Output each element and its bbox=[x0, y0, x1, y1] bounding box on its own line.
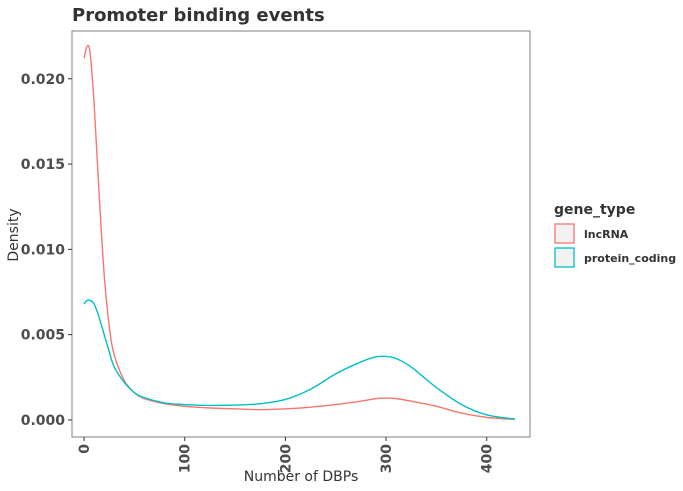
legend-label: protein_coding bbox=[584, 252, 676, 265]
x-axis-title: Number of DBPs bbox=[244, 469, 359, 485]
x-tick-label: 0 bbox=[77, 444, 93, 454]
y-axis-title: Density bbox=[6, 208, 22, 261]
x-tick-label: 200 bbox=[278, 444, 294, 473]
legend-key-protein-coding bbox=[554, 247, 575, 268]
y-tick-label: 0.015 bbox=[21, 157, 65, 173]
plot-area: 0.000 0.005 0.010 0.015 0.020 0 100 200 300 400 bbox=[21, 30, 531, 473]
x-tick-label: 300 bbox=[379, 444, 395, 473]
y-tick-label: 0.010 bbox=[21, 242, 66, 258]
x-tick-label: 100 bbox=[178, 444, 194, 473]
x-tick-label: 400 bbox=[480, 444, 496, 473]
y-tick-label: 0.020 bbox=[21, 72, 66, 88]
series-line-protein-coding bbox=[83, 299, 516, 420]
chart-title: Promoter binding events bbox=[72, 5, 325, 26]
series-line-lncrna bbox=[83, 44, 515, 421]
y-tick-label: 0.005 bbox=[21, 328, 65, 344]
legend: gene_type lncRNA protein_coding bbox=[554, 202, 676, 268]
legend-title: gene_type bbox=[554, 202, 635, 218]
legend-key-lncrna bbox=[554, 223, 575, 244]
legend-label: lncRNA bbox=[584, 228, 629, 241]
panel-border bbox=[71, 30, 531, 438]
y-tick-label: 0.000 bbox=[21, 413, 66, 429]
